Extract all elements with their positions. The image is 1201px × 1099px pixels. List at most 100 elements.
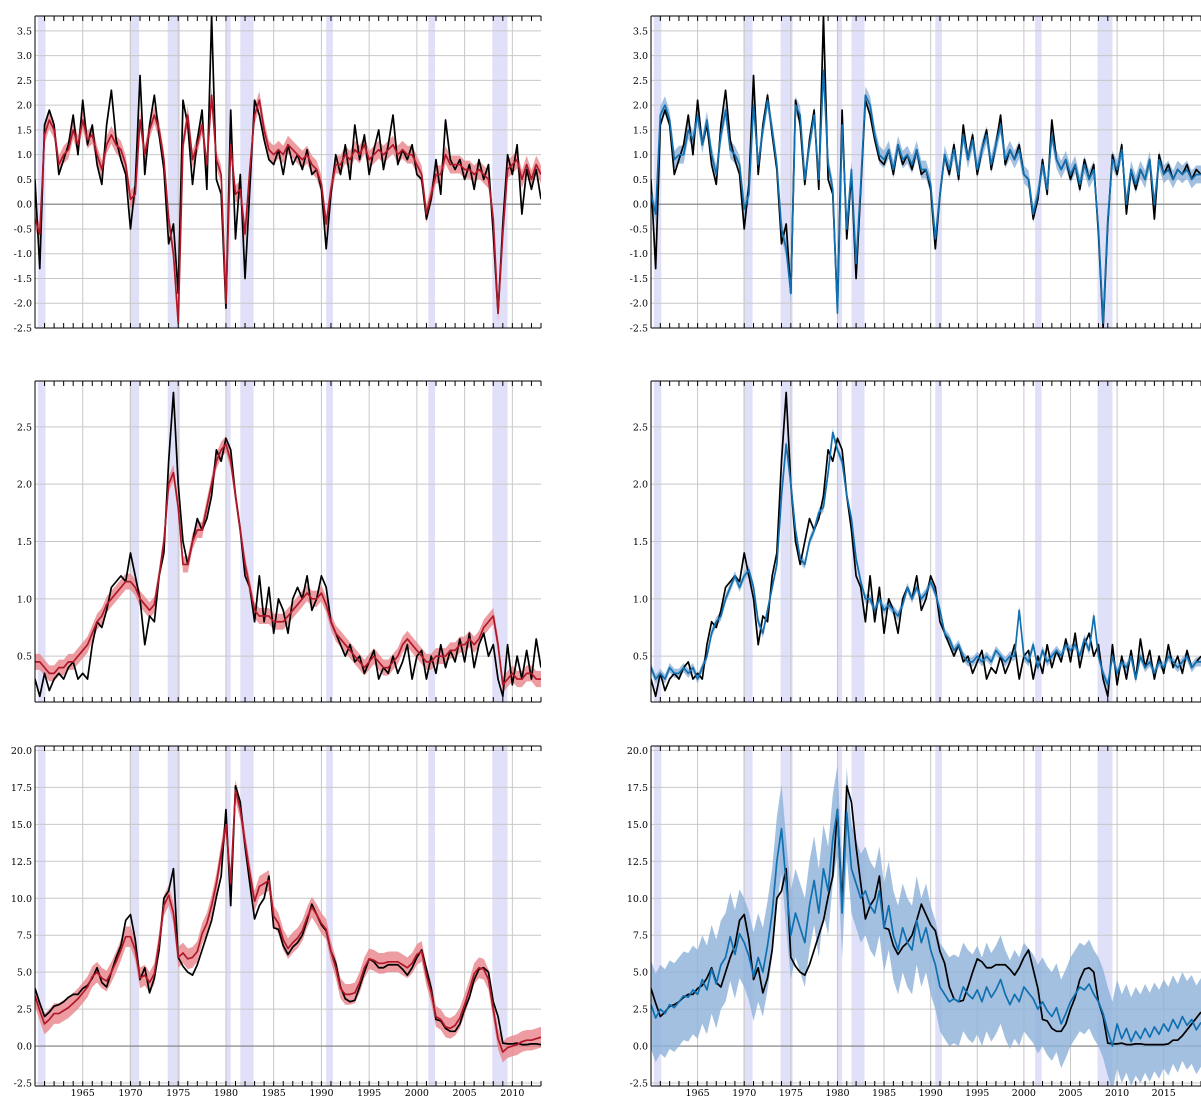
y-tick-label: -2.5	[630, 1079, 648, 1090]
x-tick-label: 2000	[405, 1088, 429, 1099]
y-tick-label: 20.0	[11, 746, 32, 757]
y-tick-label: 17.5	[627, 783, 648, 794]
x-tick-label: 1990	[309, 1088, 333, 1099]
y-tick-label: -2.5	[630, 324, 648, 335]
recession-band	[935, 16, 942, 328]
x-tick-label: 1990	[919, 1088, 943, 1099]
y-tick-label: 3.5	[633, 26, 648, 37]
recession-band	[129, 746, 140, 1086]
y-tick-label: 0.0	[633, 200, 648, 211]
chart-panel: -2.5 0.0 2.5 5.0 7.5 10.0 12.5 15.0 17.5 20.0 1965…	[11, 745, 542, 1099]
confidence-band	[651, 428, 1201, 690]
plot-area	[35, 16, 541, 328]
y-tick-label: 2.0	[633, 101, 648, 112]
recession-band	[240, 746, 254, 1086]
fitted-series-line	[651, 69, 1201, 324]
y-tick-label: 10.0	[627, 894, 648, 905]
y-tick-label: 2.5	[17, 422, 32, 433]
y-tick-label: 2.0	[17, 101, 32, 112]
fitted-series-line	[35, 443, 541, 686]
y-tick-label: 2.5	[633, 1005, 648, 1016]
recession-band	[935, 746, 942, 1086]
recession-band	[428, 746, 436, 1086]
x-tick-label: 2005	[453, 1088, 477, 1099]
x-tick-label: 1975	[779, 1088, 803, 1099]
actual-series-line	[651, 785, 1201, 1046]
x-tick-label: 2015	[1152, 1088, 1176, 1099]
recession-band	[837, 746, 843, 1086]
chart-panel: -2.5 -2.0 -1.5 -1.0 -0.5 0.0 0.5 1.0 1.5 2.0 2.5 3.…	[14, 15, 542, 335]
x-tick-label: 1970	[732, 1088, 756, 1099]
chart-panel: -2.5 -2.0 -1.5 -1.0 -0.5 0.0 0.5 1.0 1.5 2.0 2.5 3.…	[630, 15, 1201, 335]
y-tick-label: -2.5	[14, 324, 32, 335]
y-tick-label: -0.5	[630, 224, 648, 235]
plot-area	[35, 381, 541, 702]
x-tick-label: 2000	[1012, 1088, 1036, 1099]
y-tick-label: 15.0	[627, 820, 648, 831]
y-tick-label: 0.0	[17, 200, 32, 211]
y-tick-label: 12.5	[11, 857, 32, 868]
y-tick-label: 5.0	[633, 968, 648, 979]
recession-band	[428, 16, 436, 328]
y-tick-label: 1.5	[17, 537, 32, 548]
recession-band	[780, 16, 793, 328]
y-tick-label: 2.0	[633, 480, 648, 491]
y-tick-label: -2.0	[630, 299, 648, 310]
y-tick-label: 1.0	[17, 594, 32, 605]
y-tick-label: 0.5	[633, 652, 648, 663]
y-tick-label: 1.0	[633, 594, 648, 605]
chart-panel: 0.5 1.0 1.5 2.0 2.5	[17, 380, 542, 703]
y-tick-label: 7.5	[633, 931, 648, 942]
chart-panel: 0.5 1.0 1.5 2.0 2.5	[633, 380, 1201, 703]
y-tick-label: 2.5	[633, 76, 648, 87]
y-tick-label: 7.5	[17, 931, 32, 942]
x-tick-label: 1980	[214, 1088, 238, 1099]
y-tick-label: 1.5	[633, 537, 648, 548]
actual-series-line	[651, 391, 1201, 698]
y-tick-label: 12.5	[627, 857, 648, 868]
panel-grid: -2.5 -2.0 -1.5 -1.0 -0.5 0.0 0.5 1.0 1.5 2.0 2.5 3.…	[11, 15, 1201, 1099]
y-tick-label: -1.5	[14, 274, 32, 285]
recession-band	[225, 16, 231, 328]
recession-band	[326, 16, 333, 328]
plot-area	[651, 16, 1201, 328]
plot-area	[35, 746, 541, 1086]
actual-series-line	[35, 785, 541, 1046]
x-tick-label: 1965	[71, 1088, 95, 1099]
y-tick-label: -1.5	[630, 274, 648, 285]
x-tick-label: 2010	[500, 1088, 524, 1099]
y-tick-label: 1.5	[17, 125, 32, 136]
recession-band	[326, 746, 333, 1086]
y-tick-label: 1.0	[17, 150, 32, 161]
recession-band	[492, 16, 508, 328]
y-tick-label: 20.0	[627, 746, 648, 757]
y-tick-label: 0.0	[633, 1042, 648, 1053]
fitted-series-line	[651, 431, 1201, 686]
plot-area	[651, 381, 1201, 702]
y-tick-label: 0.0	[17, 1042, 32, 1053]
recession-band	[37, 16, 46, 328]
y-tick-label: 5.0	[17, 968, 32, 979]
y-tick-label: 3.0	[17, 51, 32, 62]
recession-band	[37, 746, 46, 1086]
fitted-series-line	[651, 808, 1201, 1047]
y-tick-label: -2.5	[14, 1079, 32, 1090]
x-tick-label: 2005	[1058, 1088, 1082, 1099]
recession-band	[129, 16, 140, 328]
y-tick-label: -2.0	[14, 299, 32, 310]
recession-band	[1097, 16, 1113, 328]
recession-band	[167, 16, 181, 328]
fitted-series-line	[35, 94, 541, 324]
y-tick-label: 2.0	[17, 480, 32, 491]
x-tick-label: 1980	[825, 1088, 849, 1099]
x-tick-label: 1965	[686, 1088, 710, 1099]
recession-band	[851, 16, 865, 328]
y-tick-label: 10.0	[11, 894, 32, 905]
chart-panel: -2.5 0.0 2.5 5.0 7.5 10.0 12.5 15.0 17.5 20.0 1965…	[627, 745, 1201, 1099]
x-tick-label: 1985	[872, 1088, 896, 1099]
x-tick-label: 1995	[357, 1088, 381, 1099]
x-tick-label: 2010	[1105, 1088, 1129, 1099]
recession-band	[653, 746, 662, 1086]
y-tick-label: -1.0	[14, 249, 32, 260]
